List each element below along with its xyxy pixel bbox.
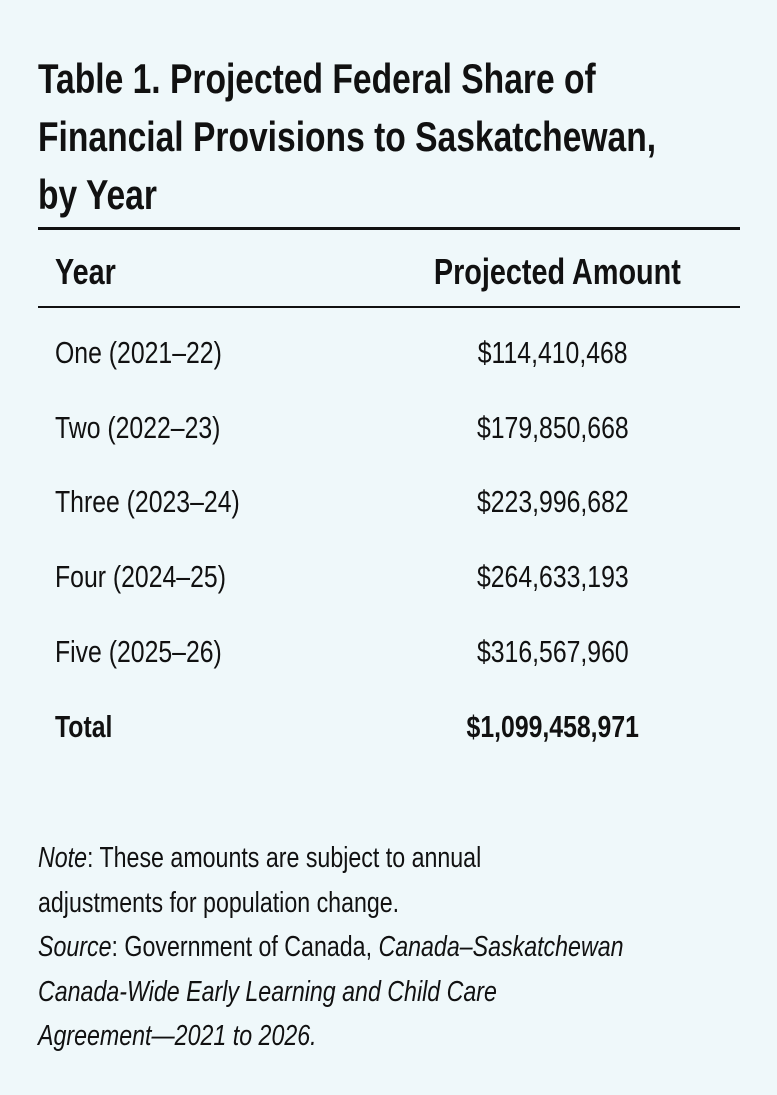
amount-cell: $114,410,468 xyxy=(478,335,628,370)
header-amount: Projected Amount xyxy=(433,251,681,292)
total-amount: $1,099,458,971 xyxy=(466,709,640,744)
amount-cell: $316,567,960 xyxy=(477,634,629,669)
table-row: Five (2025–26) $316,567,960 xyxy=(0,632,777,707)
year-cell: Five (2025–26) xyxy=(55,634,222,669)
amount-cell: $223,996,682 xyxy=(477,484,629,519)
table-row: Four (2024–25) $264,633,193 xyxy=(0,557,777,632)
title-line: Table 1. Projected Federal Share of xyxy=(38,55,596,102)
table-row: One (2021–22) $114,410,468 xyxy=(0,333,777,408)
title-line: by Year xyxy=(38,171,157,218)
note-line: adjustments for population change. xyxy=(38,886,400,919)
total-label: Total xyxy=(55,709,113,744)
table-title: Table 1. Projected Federal Share of Fina… xyxy=(38,50,777,224)
header-year: Year xyxy=(55,251,116,292)
table-row: Two (2022–23) $179,850,668 xyxy=(0,408,777,483)
year-cell: Three (2023–24) xyxy=(55,484,240,519)
year-cell: One (2021–22) xyxy=(55,335,222,370)
source-line: Agreement—2021 to 2026. xyxy=(38,1020,317,1053)
amount-cell: $179,850,668 xyxy=(477,410,629,445)
note-line: Note: These amounts are subject to annua… xyxy=(38,842,482,874)
table-row: Three (2023–24) $223,996,682 xyxy=(0,482,777,557)
title-line: Financial Provisions to Saskatchewan, xyxy=(38,113,657,160)
total-row: Total $1,099,458,971 xyxy=(0,707,777,782)
table-notes: Note: These amounts are subject to annua… xyxy=(38,836,770,1059)
year-cell: Four (2024–25) xyxy=(55,559,226,594)
source-line: Source: Government of Canada, Canada–Sas… xyxy=(38,931,624,964)
header-divider xyxy=(38,306,740,308)
source-line: Canada-Wide Early Learning and Child Car… xyxy=(38,975,497,1008)
amount-cell: $264,633,193 xyxy=(477,559,629,594)
title-divider xyxy=(38,227,740,230)
year-cell: Two (2022–23) xyxy=(55,410,221,445)
